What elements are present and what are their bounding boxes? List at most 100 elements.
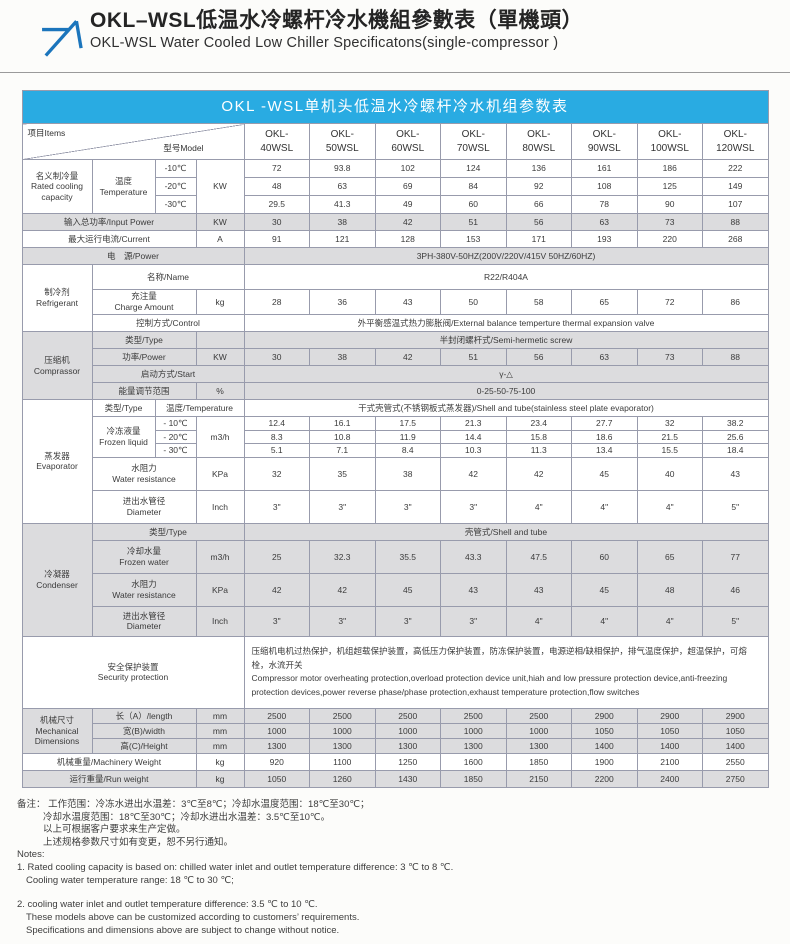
table-row: 水阻力 Water resistance KPa 32 35 38 42 42 45 40 43: [22, 456, 769, 491]
note-line: 备注： 工作范围：冷冻水进出水温差：3℃至8℃；冷却水温度范围：18℃至30℃；: [17, 798, 370, 810]
banner-row: OKL -WSL单机头低温水冷螺杆冷水机组参数表: [21, 90, 769, 124]
spec-value: 12.4: [243, 416, 310, 431]
spec-value: 28: [243, 289, 310, 315]
spec-value: 1300: [243, 737, 310, 754]
spec-value: 8.3: [243, 429, 310, 445]
row-label: 电 源/Power: [21, 247, 245, 265]
spec-value: 77: [702, 539, 769, 574]
row-label: kg: [195, 769, 245, 788]
spec-value: 161: [571, 159, 638, 178]
spec-value: 3": [309, 489, 376, 524]
note-line: Cooling water temperature range: 18 ℃ to…: [26, 874, 234, 886]
spec-value: 7.1: [309, 443, 376, 458]
spec-value: 1250: [374, 752, 441, 771]
spec-value: 27.7: [571, 416, 638, 431]
spec-value: R22/R404A: [243, 264, 769, 290]
spec-value: 1000: [505, 722, 572, 739]
spec-value: 88: [702, 348, 769, 366]
spec-value: 2750: [702, 769, 769, 788]
row-label: 安全保护装置 Security protection: [21, 635, 245, 709]
spec-value: 29.5: [243, 195, 310, 214]
model-col-header: OKL- 90WSL: [571, 123, 638, 160]
row-label: Inch: [195, 605, 245, 637]
spec-value: 125: [636, 177, 703, 196]
spec-value: 25: [243, 539, 310, 574]
spec-value: 42: [374, 348, 441, 366]
spec-value: 4": [636, 605, 703, 637]
model-header-row: 项目Items 型号Model OKL- 40WSL OKL- 50WSL OKL- 6…: [21, 123, 769, 160]
spec-value: 3": [374, 605, 441, 637]
spec-value: 920: [243, 752, 310, 771]
row-label: 水阻力 Water resistance: [91, 456, 197, 491]
corner-items-label: 项目Items: [27, 128, 66, 138]
spec-value: 3PH-380V-50HZ(200V/220V/415V 50HZ/60HZ): [243, 247, 769, 265]
table-row: 充注量 Charge Amount kg 28 36 43 50 58 65 72 86: [22, 289, 769, 315]
spec-value: 1430: [374, 769, 441, 788]
table-banner: OKL -WSL单机头低温水冷螺杆冷水机组参数表: [21, 90, 769, 124]
table-row: 最大运行电流/Current A 91 121 128 153 171 193 220 268: [21, 230, 769, 248]
row-label: 类型/Type: [91, 522, 245, 541]
note-line: 1. Rated cooling capacity is based on: c…: [17, 862, 454, 873]
table-row: 机械重量/Machinery Weight kg 920 1100 1250 1600 18…: [21, 752, 769, 771]
spec-value: 5": [702, 489, 769, 524]
spec-value: 42: [374, 213, 441, 231]
spec-value: 2900: [702, 707, 769, 724]
spec-value: 84: [440, 177, 507, 196]
row-label: 制冷剂 Refrigerant: [21, 264, 93, 332]
spec-value: 58: [505, 289, 572, 315]
spec-value: 2500: [243, 707, 310, 724]
spec-value: 36: [309, 289, 376, 315]
table-row: 制冷剂 Refrigerant 名称/Name R22/R404A: [21, 264, 769, 332]
spec-value: 40: [636, 456, 703, 491]
spec-value: 3": [243, 489, 310, 524]
note-line: These models above can be customized acc…: [26, 911, 360, 923]
spec-value: 5": [702, 605, 769, 637]
row-label: 功率/Power: [91, 348, 197, 366]
row-label: kg: [195, 752, 245, 771]
spec-value: 4": [571, 489, 638, 524]
table-row: 运行重量/Run weight kg 1050 1260 1430 1850 2150 220…: [21, 769, 769, 788]
spec-value: 32: [243, 456, 310, 491]
header-divider: [0, 72, 790, 73]
spec-value: 2550: [702, 752, 769, 771]
spec-value: 1400: [571, 737, 638, 754]
model-col-header: OKL- 70WSL: [440, 123, 507, 160]
row-label: 类型/Type: [91, 331, 197, 349]
table-row: 名义制冷量 Rated cooling capacity 温度 Temperatu…: [21, 159, 769, 214]
row-label: mm: [195, 722, 245, 739]
spec-value: 90: [636, 195, 703, 214]
spec-value: 171: [505, 230, 572, 248]
row-label: 冷冻液量 Frozen liquid: [91, 416, 156, 458]
spec-value: 149: [702, 177, 769, 196]
table-row: 进出水管径 Diameter Inch 3" 3" 3" 3" 4" 4" 4" 5": [22, 605, 769, 637]
title-block: OKL–WSL低温水冷螺杆冷水機組參數表（單機頭） OKL-WSL Water …: [90, 8, 583, 51]
model-col-header: OKL- 50WSL: [309, 123, 376, 160]
spec-value: 半封闭螺杆式/Semi-hermetic screw: [243, 331, 769, 349]
spec-value: 25.6: [702, 429, 769, 445]
spec-value: 1000: [440, 722, 507, 739]
spec-value: 42: [243, 572, 310, 607]
spec-value: 43: [374, 289, 441, 315]
spec-value: 63: [571, 213, 638, 231]
spec-value: 72: [636, 289, 703, 315]
spec-value: 38: [374, 456, 441, 491]
row-label: 机械重量/Machinery Weight: [21, 752, 197, 771]
spec-value: 壳管式/Shell and tube: [243, 522, 769, 541]
row-label: 最大运行电流/Current: [21, 230, 197, 248]
model-col-header: OKL- 60WSL: [374, 123, 441, 160]
spec-value: 136: [505, 159, 572, 178]
row-label: [195, 331, 245, 349]
note-line: 冷却水温度范围：18℃至30℃；冷却水进出水温差：3.5℃至10℃。: [43, 811, 331, 823]
spec-value: 15.8: [505, 429, 572, 445]
spec-value: 46: [702, 572, 769, 607]
spec-value: 1050: [636, 722, 703, 739]
row-label: 冷却水量 Frozen water: [91, 539, 197, 574]
spec-value: 186: [636, 159, 703, 178]
spec-value: 18.6: [571, 429, 638, 445]
spec-value: 93.8: [309, 159, 376, 178]
spec-value: γ-△: [243, 365, 769, 383]
spec-value: 14.4: [440, 429, 507, 445]
table-row: 压缩机 Comprassor 类型/Type 半封闭螺杆式/Semi-hermeti…: [21, 331, 769, 400]
row-label: 进出水管径 Diameter: [91, 605, 197, 637]
spec-value: 1850: [440, 769, 507, 788]
